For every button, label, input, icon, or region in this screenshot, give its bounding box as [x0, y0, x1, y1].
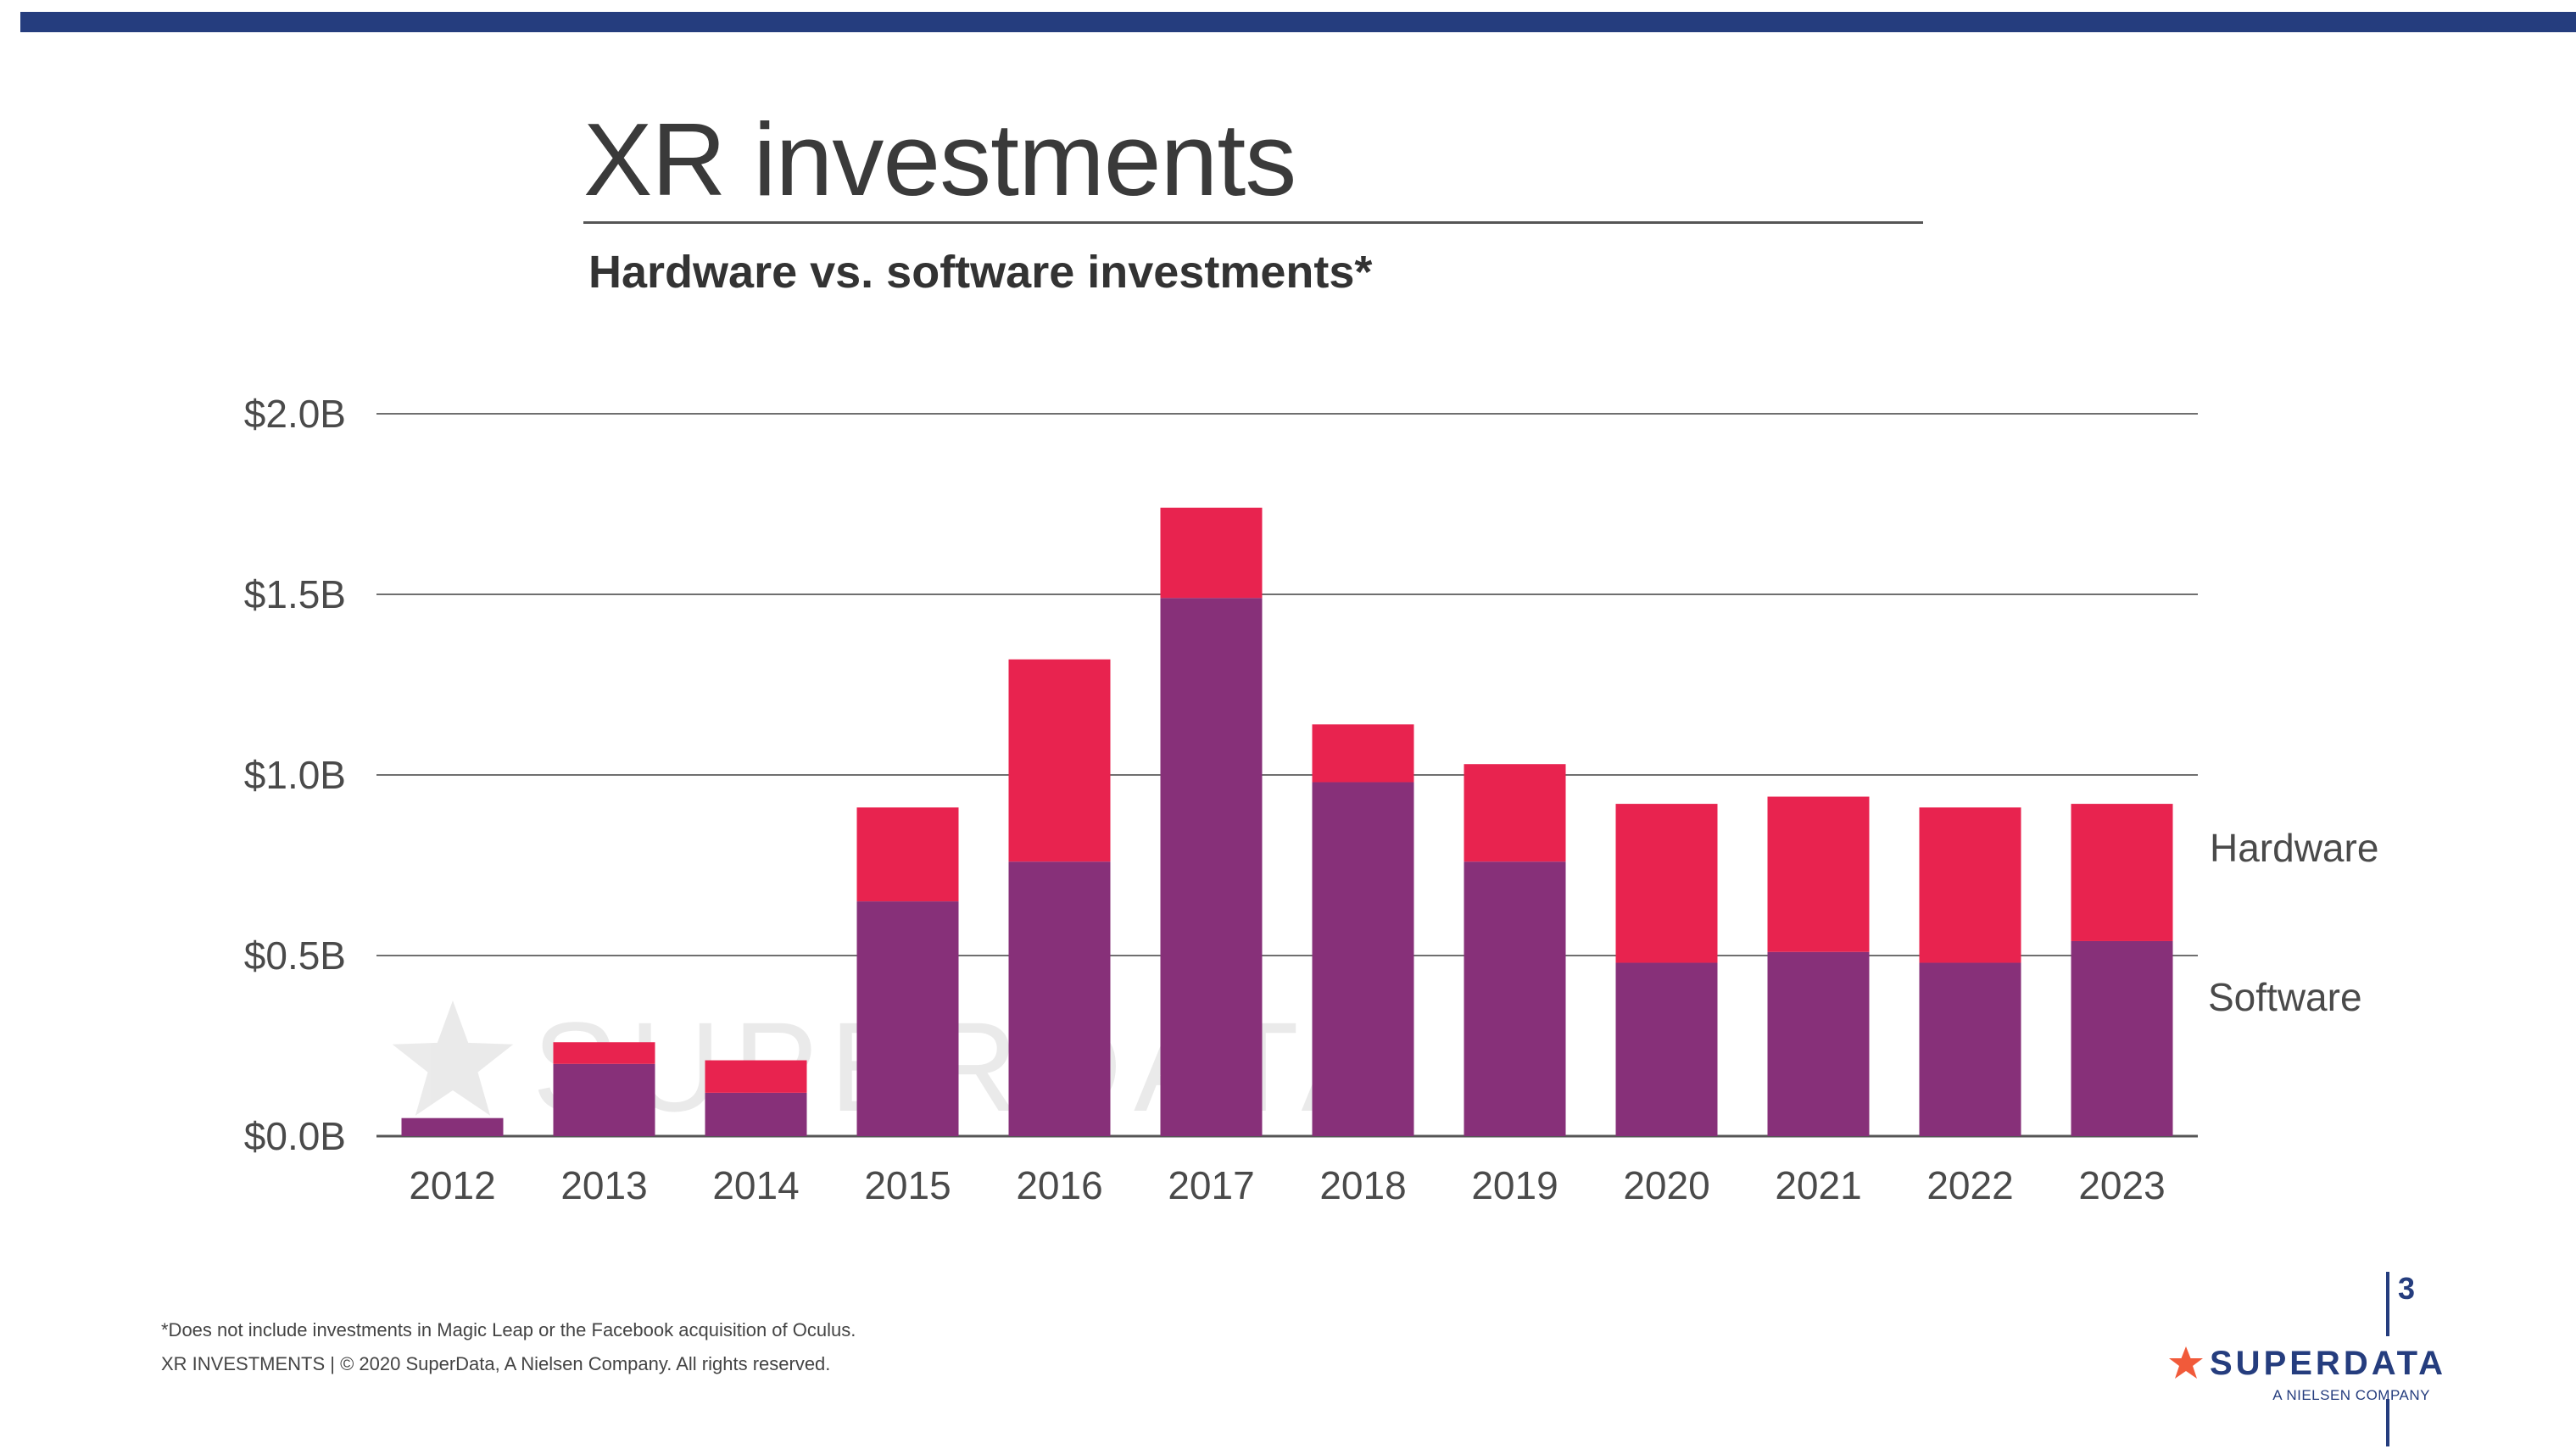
superdata-logo: SUPERDATA A NIELSEN COMPANY [2167, 1343, 2443, 1419]
bar-hardware-2016 [1008, 659, 1111, 862]
bar-hardware-2019 [1464, 764, 1566, 862]
x-tick-label: 2020 [1623, 1163, 1709, 1207]
bar-software-2019 [1464, 861, 1566, 1136]
legend-software: Software [2208, 975, 2362, 1019]
logo-tagline: A NIELSEN COMPANY [2272, 1387, 2430, 1403]
x-tick-label: 2012 [409, 1163, 495, 1207]
y-tick-label: $0.0B [244, 1114, 346, 1158]
logo-star-icon [2169, 1346, 2203, 1379]
footer-copyright: XR INVESTMENTS | © 2020 SuperData, A Nie… [161, 1353, 831, 1374]
title-divider [583, 221, 1923, 224]
bar-software-2020 [1615, 962, 1718, 1136]
page-number: 3 [2398, 1271, 2416, 1306]
slide-title: XR investments [583, 102, 1296, 217]
watermark-text: SUPERDATA [532, 995, 1398, 1138]
y-tick-label: $2.0B [244, 392, 346, 436]
legend: Hardware Software [2208, 826, 2378, 1019]
bar-software-2018 [1312, 782, 1414, 1136]
bar-software-2023 [2071, 940, 2173, 1136]
x-tick-label: 2023 [2078, 1163, 2165, 1207]
footnote: *Does not include investments in Magic L… [161, 1319, 856, 1340]
x-tick-label: 2018 [1319, 1163, 1406, 1207]
page-number-divider [2386, 1272, 2389, 1336]
x-tick-label: 2021 [1775, 1163, 1861, 1207]
bar-software-2014 [705, 1092, 807, 1136]
page-number-divider-lower [2386, 1399, 2389, 1446]
x-tick-label: 2014 [712, 1163, 799, 1207]
x-tick-label: 2022 [1926, 1163, 2013, 1207]
logo-wordmark: SUPERDATA [2210, 1343, 2446, 1384]
top-accent-bar [20, 12, 2576, 32]
bar-software-2013 [553, 1063, 655, 1136]
gridlines [376, 413, 2198, 1138]
x-tick-label: 2013 [560, 1163, 647, 1207]
slide-subtitle: Hardware vs. software investments* [588, 247, 1373, 298]
bar-hardware-2014 [705, 1060, 807, 1093]
bar-hardware-2020 [1615, 804, 1718, 963]
y-tick-label: $1.5B [244, 572, 346, 616]
bar-hardware-2022 [1919, 807, 2021, 963]
y-tick-label: $1.0B [244, 753, 346, 797]
bar-hardware-2017 [1160, 507, 1263, 599]
logo-wordmark-data: DATA [2343, 1345, 2446, 1382]
x-tick-label: 2015 [864, 1163, 951, 1207]
bar-hardware-2021 [1767, 796, 1870, 952]
bar-hardware-2018 [1312, 724, 1414, 783]
y-axis-labels: $0.0B $0.5B $1.0B $1.5B $2.0B [244, 392, 346, 1158]
logo-wordmark-super: SUPER [2210, 1345, 2344, 1382]
bar-hardware-2013 [553, 1042, 655, 1064]
bar-software-2016 [1008, 861, 1111, 1136]
y-tick-label: $0.5B [244, 933, 346, 978]
x-tick-label: 2016 [1016, 1163, 1102, 1207]
watermark-star-icon [392, 1000, 514, 1116]
bar-software-2012 [401, 1117, 504, 1136]
bar-software-2017 [1160, 598, 1263, 1136]
bar-software-2022 [1919, 962, 2021, 1136]
bar-software-2015 [856, 901, 959, 1136]
bar-software-2021 [1767, 951, 1870, 1136]
bar-hardware-2023 [2071, 804, 2173, 941]
legend-hardware: Hardware [2210, 826, 2378, 870]
x-axis-labels: 2012 2013 2014 2015 2016 2017 2018 2019 2020 2021… [409, 1163, 2165, 1207]
bars [401, 507, 2173, 1136]
bar-hardware-2015 [856, 807, 959, 902]
x-tick-label: 2017 [1168, 1163, 1254, 1207]
x-tick-label: 2019 [1471, 1163, 1558, 1207]
